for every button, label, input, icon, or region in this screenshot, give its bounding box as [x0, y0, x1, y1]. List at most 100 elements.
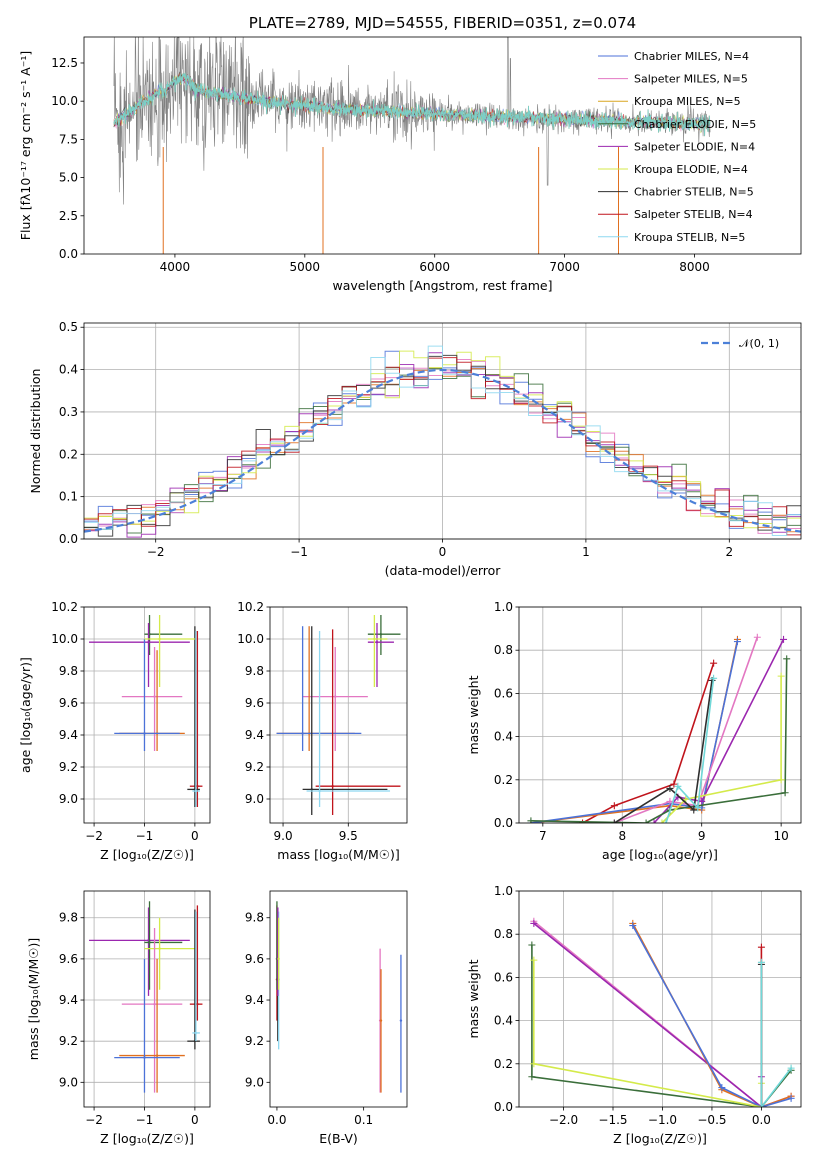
data-point	[277, 957, 280, 961]
y-tick-label: 0.4	[59, 363, 78, 377]
mass-weight-marker	[530, 956, 538, 964]
y-axis-label: Normed distribution	[28, 369, 43, 494]
y-axis-label: Flux [fλ10⁻¹⁷ erg cm⁻² s⁻¹ A⁻¹]	[18, 51, 33, 240]
data-point	[143, 1056, 146, 1059]
y-tick-label: 9.2	[245, 1034, 264, 1048]
data-point	[379, 633, 383, 636]
histogram-step-line	[84, 345, 801, 536]
mass-weight-line	[613, 680, 713, 823]
axes-frame	[83, 890, 211, 1108]
mass-weight-marker	[777, 776, 785, 784]
y-tick-label: 9.6	[59, 696, 78, 710]
mass-weight-marker	[777, 672, 785, 680]
mass-weight-marker	[530, 919, 538, 927]
x-tick-label: −1	[136, 829, 154, 843]
y-tick-label: 9.0	[245, 792, 264, 806]
data-point	[148, 941, 151, 944]
mass-weight-marker	[682, 795, 690, 803]
x-axis-label: wavelength [Angstrom, rest frame]	[332, 278, 552, 293]
mass-vs-Z-axes: −2 −1 0 9.0 9.2 9.4 9.6 9.8 Z [log₁₀(Z/Z☉)] mass …	[26, 890, 211, 1146]
y-tick-label: 12.5	[51, 56, 78, 70]
massweight-vs-Z-axes: −2.0 −1.5 −1.0 −0.5 0.0 0.0 0.2 0.4 0.6 0.8 1.0 Z […	[466, 884, 802, 1146]
y-axis-label: age [log₁₀(age/yr)]	[18, 657, 33, 773]
y-tick-label: 5.0	[59, 171, 78, 185]
y-tick-label: 0.0	[494, 816, 513, 830]
y-tick-label: 10.2	[51, 600, 78, 614]
x-tick-label: 0.0	[752, 1113, 771, 1127]
data-point	[158, 947, 161, 950]
y-tick-label: 9.4	[59, 993, 78, 1007]
mass-weight-marker	[787, 1094, 795, 1102]
legend-label: Salpeter STELIB, N=4	[634, 208, 753, 221]
y-tick-label: 9.0	[59, 792, 78, 806]
x-tick-label: −2	[85, 829, 103, 843]
legend-label: Chabrier ELODIE, N=5	[634, 118, 756, 131]
mass-weight-marker	[694, 804, 702, 812]
y-tick-label: 9.2	[59, 760, 78, 774]
mass-weight-marker	[650, 819, 658, 823]
data-point	[158, 637, 161, 641]
x-axis-label: E(B-V)	[319, 1131, 358, 1146]
x-tick-label: 6000	[419, 260, 450, 274]
y-tick-label: 9.4	[245, 728, 264, 742]
mass-weight-marker	[781, 789, 789, 797]
y-tick-label: 9.4	[59, 728, 78, 742]
y-tick-label: 0.8	[494, 643, 513, 657]
mass-weight-marker	[783, 655, 791, 663]
y-tick-label: 1.0	[494, 600, 513, 614]
mass-weight-marker	[780, 635, 788, 643]
mass-weight-line	[614, 636, 759, 823]
data-point	[155, 1054, 159, 1057]
y-tick-label: 0.2	[494, 773, 513, 787]
x-tick-label: 9	[698, 829, 706, 843]
axes-frame	[518, 890, 802, 1108]
x-tick-label: 9.5	[339, 829, 358, 843]
y-tick-label: 0.0	[59, 247, 78, 261]
data-point	[318, 789, 321, 793]
age-vs-mass-axes: 9.0 9.5 9.0 9.2 9.4 9.6 9.8 10.0 10.2 mass [log₁₀…	[237, 600, 408, 862]
y-tick-label: 0.4	[494, 1014, 513, 1028]
mass-weight-marker	[718, 1084, 726, 1092]
mass-vs-ebv-plot-area	[275, 901, 403, 1093]
x-tick-label: 7	[539, 829, 547, 843]
y-tick-label: 9.4	[245, 993, 264, 1007]
mass-weight-line	[530, 658, 788, 823]
x-axis-label: age [log₁₀(age/yr)]	[602, 847, 718, 862]
data-point	[375, 641, 379, 644]
data-point	[194, 1031, 198, 1035]
y-tick-label: 9.8	[245, 664, 264, 678]
y-tick-label: 9.8	[245, 911, 264, 925]
x-tick-label: 9.0	[274, 829, 293, 843]
y-tick-label: 0.6	[494, 970, 513, 984]
x-tick-label: −1.0	[648, 1113, 677, 1127]
mass-weight-marker	[753, 633, 761, 641]
legend: Chabrier MILES, N=4 Salpeter MILES, N=5 Kr…	[598, 50, 756, 244]
data-point	[399, 1019, 403, 1022]
data-point	[301, 732, 304, 735]
x-tick-label: −2	[147, 545, 165, 559]
x-tick-label: 0	[191, 1113, 199, 1127]
y-tick-label: 2.5	[59, 209, 78, 223]
x-tick-label: 0	[439, 545, 447, 559]
x-tick-label: 0.1	[354, 1113, 373, 1127]
x-tick-label: −2	[85, 1113, 103, 1127]
mass-weight-marker	[670, 780, 678, 788]
legend-label: Salpeter MILES, N=5	[634, 73, 748, 86]
y-tick-label: 0.0	[494, 1100, 513, 1114]
mass-weight-marker	[690, 806, 698, 814]
y-tick-label: 9.6	[245, 696, 264, 710]
x-tick-label: 7000	[549, 260, 580, 274]
mass-weight-marker	[528, 1073, 536, 1081]
data-point	[373, 637, 376, 641]
spectrum-axes: 4000 5000 6000 7000 8000 0.0 2.5 5.0 7.5 10.0 12.5…	[18, 14, 802, 293]
mass-weight-marker	[527, 817, 535, 823]
data-point	[194, 789, 198, 793]
y-tick-label: 9.2	[245, 760, 264, 774]
mass-weight-line	[665, 678, 715, 823]
axes-frame	[83, 36, 802, 255]
legend-label: Kroupa MILES, N=5	[634, 95, 741, 108]
data-point	[334, 695, 337, 698]
x-tick-label: 5000	[290, 260, 321, 274]
y-tick-label: 10.0	[51, 632, 78, 646]
